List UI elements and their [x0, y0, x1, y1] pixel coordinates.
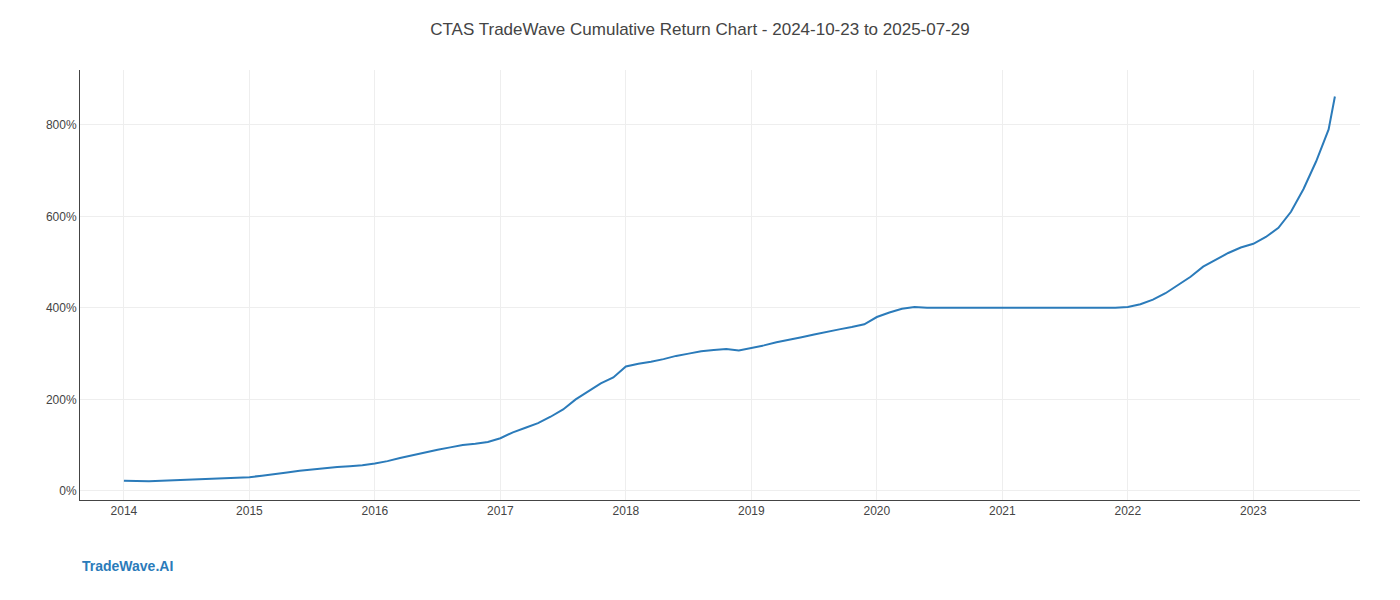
- svg-text:2019: 2019: [738, 504, 765, 518]
- svg-text:800%: 800%: [46, 118, 77, 132]
- svg-text:0%: 0%: [59, 484, 77, 498]
- svg-text:200%: 200%: [46, 393, 77, 407]
- svg-text:600%: 600%: [46, 210, 77, 224]
- svg-text:2018: 2018: [613, 504, 640, 518]
- svg-text:2017: 2017: [487, 504, 514, 518]
- svg-text:2021: 2021: [989, 504, 1016, 518]
- svg-text:400%: 400%: [46, 301, 77, 315]
- svg-text:2020: 2020: [864, 504, 891, 518]
- svg-text:2015: 2015: [236, 504, 263, 518]
- svg-text:2023: 2023: [1240, 504, 1267, 518]
- svg-text:2014: 2014: [111, 504, 138, 518]
- svg-text:CTAS TradeWave Cumulative Retu: CTAS TradeWave Cumulative Return Chart -…: [430, 20, 970, 39]
- svg-text:2016: 2016: [362, 504, 389, 518]
- svg-text:2022: 2022: [1114, 504, 1141, 518]
- svg-text:TradeWave.AI: TradeWave.AI: [82, 558, 173, 574]
